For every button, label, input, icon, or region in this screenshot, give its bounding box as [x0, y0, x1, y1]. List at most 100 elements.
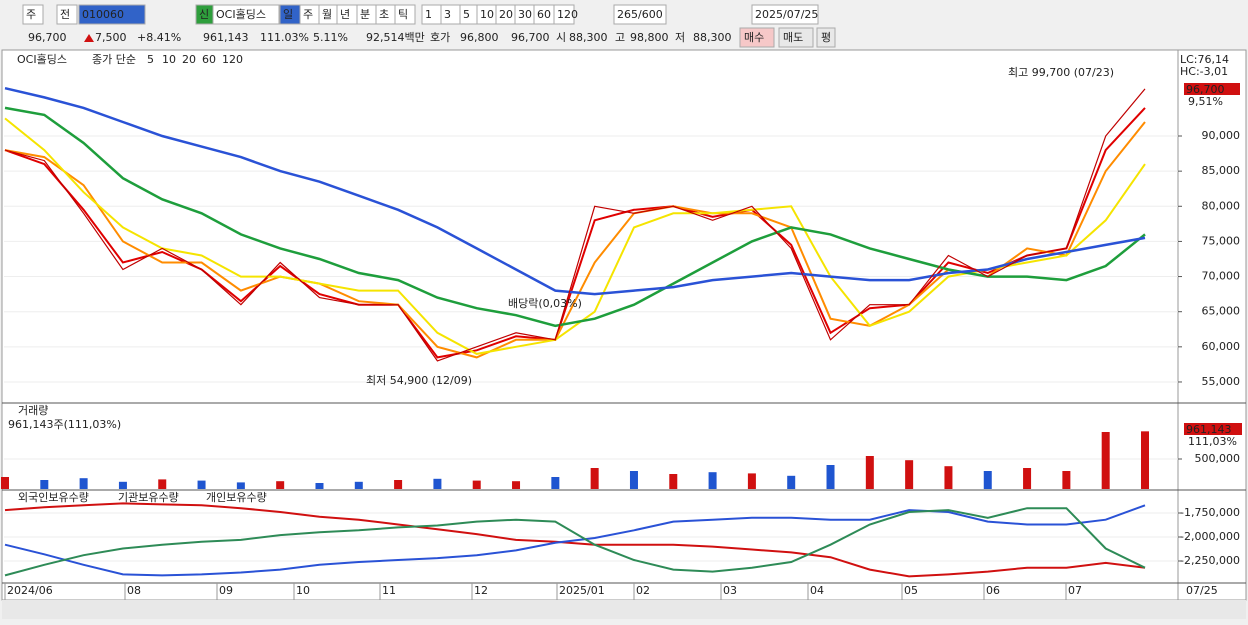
toolbar-label[interactable]: 2025/07/25 [755, 8, 818, 21]
toolbar-label[interactable]: 월 [322, 8, 332, 21]
ma-line [4, 504, 1146, 577]
y-tick-label: -2,250,000 [1180, 554, 1240, 567]
toolbar-label[interactable]: 10 [480, 8, 494, 21]
toolbar-label[interactable]: 20 [499, 8, 513, 21]
toolbar-label[interactable]: 일 [283, 7, 293, 21]
y-tick-label: 65,000 [1202, 305, 1241, 318]
toolbar-label[interactable]: 주 [303, 8, 313, 21]
info-value: 88,300 [693, 31, 732, 44]
toolbar-label[interactable]: 주 [26, 8, 36, 21]
info-value: 88,300 [569, 31, 608, 44]
info-value[interactable]: 평 [821, 31, 831, 44]
volume-bar [40, 480, 49, 489]
volume-bar [512, 481, 521, 489]
toolbar-button[interactable] [613, 4, 667, 25]
toolbar-label[interactable]: 120 [557, 8, 578, 21]
up-arrow [84, 34, 94, 42]
y-tick-label: 85,000 [1202, 164, 1241, 177]
x-tick-label: 03 [723, 584, 737, 597]
panel-title: 거래량 [18, 404, 48, 417]
legend-entry: 10 [162, 53, 176, 66]
toolbar-button[interactable] [394, 4, 416, 25]
info-value: 961,143 [203, 31, 249, 44]
chart-area [1, 49, 1179, 601]
toolbar-label[interactable]: 틱 [398, 8, 408, 21]
side-label: LC:76,14 [1180, 53, 1229, 66]
volume-bar [276, 481, 285, 489]
order-button[interactable] [816, 27, 836, 48]
chart-title: OCI홀딩스 [17, 53, 67, 66]
volume-bar [708, 472, 717, 489]
x-tick-label: 08 [127, 584, 141, 597]
volume-bar [118, 481, 127, 489]
toolbar-button[interactable] [22, 4, 44, 25]
legend-label: 종가 단순 [92, 53, 136, 66]
toolbar-button[interactable] [553, 4, 575, 25]
toolbar-label[interactable]: 년 [340, 8, 350, 21]
volume-bar [394, 480, 403, 489]
volume-bar [1023, 468, 1032, 489]
y-tick-label: 80,000 [1202, 199, 1241, 212]
ma-line [4, 507, 1146, 577]
volume-bar [1062, 471, 1071, 489]
x-tick-label: 10 [296, 584, 310, 597]
toolbar-button[interactable] [78, 4, 146, 25]
info-value: +8.41% [137, 31, 181, 44]
x-tick-label: 05 [904, 584, 918, 597]
info-value: 시 [556, 31, 566, 44]
toolbar-label[interactable]: 30 [518, 8, 532, 21]
x-tick-label: 02 [636, 584, 650, 597]
annotation: 배당락(0,03%) [508, 297, 582, 310]
volume-bar [315, 483, 324, 489]
toolbar-label[interactable]: 265/600 [617, 8, 663, 21]
volume-bar [1141, 431, 1149, 489]
toolbar-label[interactable]: 60 [537, 8, 551, 21]
info-value[interactable]: 매도 [783, 31, 803, 44]
volume-bar [787, 475, 796, 489]
y-tick-label: 75,000 [1202, 234, 1241, 247]
info-value: 92,514백만 [366, 31, 425, 44]
volume-bar [865, 456, 874, 489]
ma-line [4, 106, 1146, 328]
toolbar-label[interactable]: 1 [425, 8, 432, 21]
y-tick-label: 70,000 [1202, 270, 1241, 283]
legend-entry: 60 [202, 53, 216, 66]
x-tick-label: 12 [474, 584, 488, 597]
toolbar-button[interactable] [751, 4, 819, 25]
toolbar-label[interactable]: OCI홀딩스 [216, 8, 266, 21]
order-button[interactable] [778, 27, 814, 48]
volume-bar [983, 471, 992, 489]
toolbar-label[interactable]: 신 [199, 8, 209, 21]
info-value: 96,700 [511, 31, 550, 44]
volume-bar [1, 477, 9, 489]
volume-bar [79, 478, 88, 489]
toolbar-label[interactable]: 분 [360, 8, 370, 21]
volume-bar [629, 471, 638, 489]
info-value: 111.03% [260, 31, 309, 44]
x-tick-label: 07 [1068, 584, 1082, 597]
panel-subtitle: 961,143주(111,03%) [8, 418, 121, 431]
y-tick-label: -2,000,000 [1180, 530, 1240, 543]
info-value: 고 [615, 31, 625, 44]
toolbar-label[interactable]: 초 [379, 8, 389, 21]
side-label: 961,143 [1186, 423, 1232, 436]
x-tick-label: 06 [986, 584, 1000, 597]
toolbar-button[interactable] [56, 4, 78, 25]
volume-bar [905, 460, 914, 489]
legend-entry: 기관보유수량 [118, 491, 179, 504]
toolbar-label[interactable]: 3 [444, 8, 451, 21]
volume-bar [354, 481, 363, 489]
toolbar-label[interactable]: 전 [60, 8, 70, 21]
toolbar-button[interactable] [212, 4, 280, 25]
volume-bar [1101, 432, 1110, 489]
toolbar-label[interactable]: 010060 [82, 8, 124, 21]
toolbar-label[interactable]: 5 [463, 8, 470, 21]
order-button[interactable] [739, 27, 775, 48]
side-label: 96,700 [1186, 83, 1225, 96]
info-value[interactable]: 매수 [744, 31, 764, 44]
scrollbar[interactable] [2, 600, 1246, 619]
x-tick-label: 2024/06 [7, 584, 53, 597]
x-tick-label: 11 [382, 584, 396, 597]
volume-bar [472, 480, 481, 489]
